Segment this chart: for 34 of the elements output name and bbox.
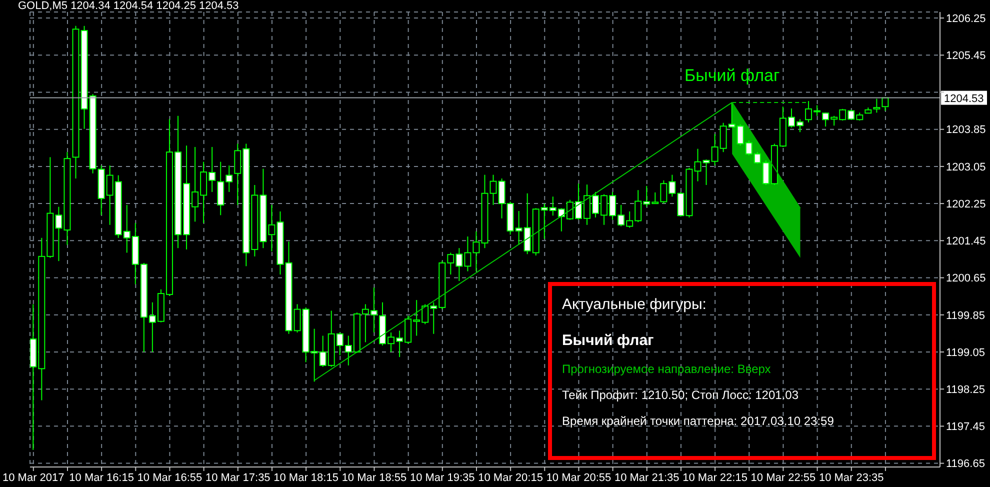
- x-tick-label: 10 Mar 18:15: [274, 472, 338, 484]
- annotation: Бычий флаг: [684, 66, 780, 86]
- x-tick-label: 10 Mar 16:55: [137, 472, 202, 484]
- y-tick-label: 1203.85: [946, 124, 986, 136]
- chart-title: GOLD,M5 1204.34 1204.54 1204.25 1204.53: [18, 0, 239, 12]
- x-tick-label: 10 Mar 2017: [2, 472, 64, 484]
- x-tick-label: 10 Mar 18:55: [342, 472, 407, 484]
- x-tick-label: 10 Mar 20:15: [478, 472, 543, 484]
- x-tick-label: 10 Mar 21:35: [614, 472, 680, 484]
- x-tick-label: 10 Mar 16:15: [69, 472, 134, 484]
- x-tick-label: 10 Mar 17:35: [205, 472, 270, 484]
- y-tick-label: 1196.65: [946, 458, 985, 470]
- y-tick-label: 1202.25: [946, 198, 986, 210]
- annotation: Время крайней точки паттерна: 2017.03.10 23:59: [562, 414, 834, 428]
- y-tick-label: 1198.25: [946, 384, 985, 396]
- candlestick: [873, 98, 880, 114]
- y-tick-label: 1203.05: [946, 161, 986, 174]
- x-tick-label: 10 Mar 22:55: [750, 472, 816, 484]
- x-tick-label: 10 Mar 23:35: [818, 472, 884, 484]
- annotation: Бычий флаг: [562, 332, 654, 350]
- ref-line-label: 1204.53: [944, 92, 984, 105]
- y-tick-label: 1206.25: [946, 12, 986, 25]
- y-tick-label: 1205.45: [946, 50, 986, 62]
- x-tick-label: 10 Mar 19:35: [410, 472, 475, 484]
- y-tick-label: 1199.85: [946, 310, 985, 322]
- y-tick-label: 1199.05: [946, 346, 985, 359]
- annotation: Актуальные фигуры:: [562, 296, 706, 314]
- y-tick-label: 1201.45: [946, 236, 986, 248]
- annotation: Тейк Профит: 1210.50; Стоп Лосс: 1201.03: [562, 388, 799, 402]
- x-tick-label: 10 Mar 22:15: [682, 472, 748, 484]
- y-tick-label: 1197.45: [946, 421, 985, 434]
- x-tick-label: 10 Mar 20:55: [546, 472, 612, 484]
- y-tick-label: 1200.65: [946, 272, 986, 285]
- annotation: Прогнозируемое направление: Вверх: [562, 362, 771, 376]
